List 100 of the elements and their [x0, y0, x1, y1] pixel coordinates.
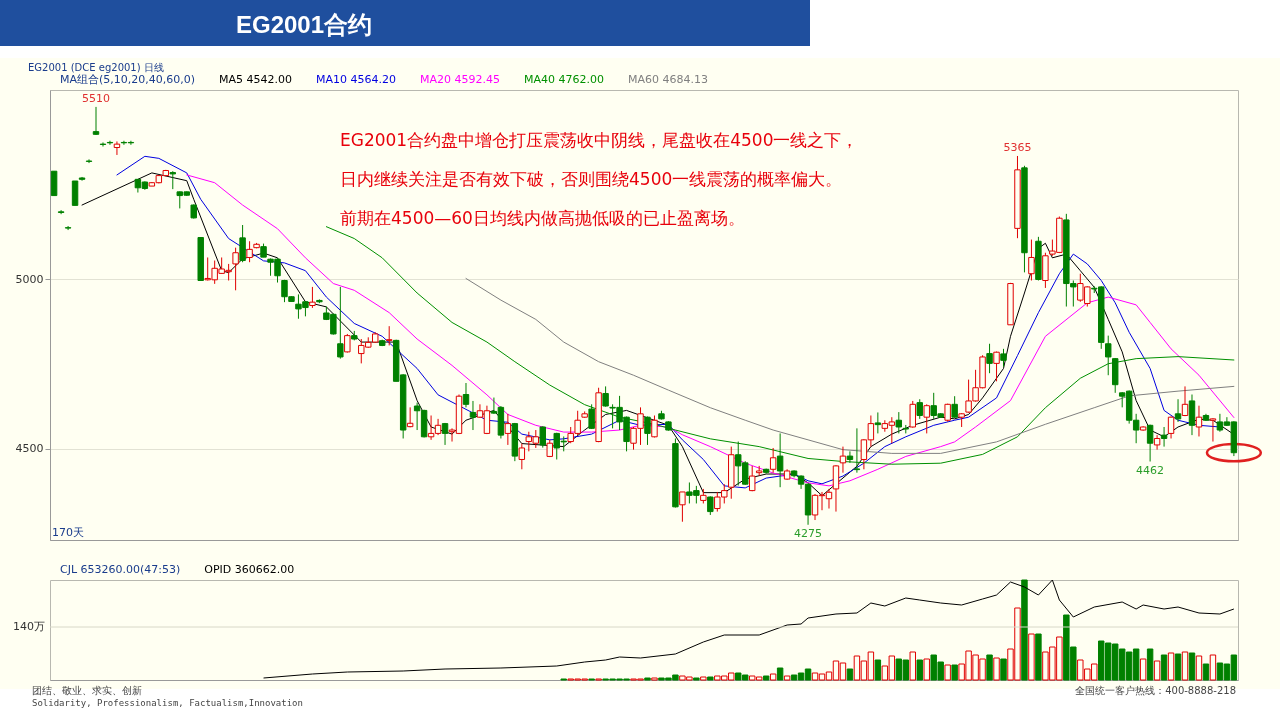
candlestick [1209, 417, 1217, 443]
candlestick [469, 400, 477, 431]
bar [874, 659, 882, 681]
annotation: 4462 [1136, 463, 1165, 477]
candlestick [923, 403, 930, 434]
candlestick [344, 333, 351, 354]
bar [595, 678, 602, 681]
candlestick [504, 413, 512, 446]
candlestick [1028, 239, 1035, 281]
bar [1028, 633, 1035, 681]
candlestick [1105, 335, 1112, 376]
bar [693, 677, 700, 681]
candlestick [748, 465, 756, 492]
annotation: 170天 [52, 526, 84, 539]
candlestick [518, 443, 526, 470]
bar [1202, 663, 1210, 681]
text: MA20 4592.45 [420, 73, 501, 86]
ref-line-label: 140万 [13, 620, 45, 633]
bar [1139, 658, 1147, 681]
candlestick [309, 286, 316, 309]
bar [776, 667, 784, 681]
bar [1153, 660, 1161, 681]
candlestick [916, 398, 923, 420]
text: MA组合(5,10,20,40,60,0) [60, 73, 196, 86]
annotation: 前期在4500—60日均线内做高抛低吸的已止盈离场。 [340, 208, 745, 228]
bar [846, 668, 854, 681]
bar [944, 664, 951, 681]
annotation: 5365 [1003, 140, 1032, 154]
candlestick [1174, 398, 1182, 423]
bar [762, 675, 770, 681]
candlestick [993, 351, 1000, 382]
candlestick [232, 247, 239, 291]
chart-subtitle: EG2001 (DCE eg2001) 日线 [28, 61, 164, 74]
candlestick [776, 432, 784, 488]
text: CJL 653260.00(47:53) [60, 563, 181, 576]
text: MA60 4684.13 [628, 73, 709, 86]
candlestick [644, 416, 651, 446]
bar [707, 676, 714, 681]
candlestick [64, 225, 72, 231]
candlestick [588, 403, 595, 430]
candlestick [895, 411, 903, 434]
annotation: EG2001合约盘中增仓打压震荡收中阴线，尾盘收在4500一线之下， [340, 130, 859, 150]
text: MA10 4564.20 [316, 73, 397, 86]
candlestick [57, 209, 65, 215]
bar [923, 658, 930, 681]
candlestick [239, 224, 246, 263]
bar [1167, 652, 1175, 681]
candlestick [1160, 426, 1168, 448]
candlestick [92, 106, 100, 136]
candlestick [385, 325, 393, 346]
candlestick [602, 385, 609, 408]
line-series [325, 226, 1235, 465]
y-tick-label: 4500 [15, 442, 44, 456]
bar [1021, 579, 1028, 681]
candlestick [909, 400, 916, 429]
candlestick [874, 411, 882, 434]
bar [1000, 658, 1007, 681]
candlestick [951, 395, 958, 419]
candlestick [1146, 424, 1154, 462]
bar [769, 673, 777, 681]
bar [1160, 654, 1168, 681]
candlestick [1153, 434, 1161, 451]
text: Solidarity, Professionalism, Factualism,Innovation [32, 698, 303, 708]
bar [993, 657, 1000, 681]
bar [1195, 655, 1203, 681]
bar [909, 651, 916, 681]
candlestick [99, 141, 107, 147]
line-series [465, 277, 1235, 454]
candlestick [539, 425, 546, 449]
candlestick [113, 140, 121, 156]
candlestick [986, 343, 993, 374]
annotation: 日内继续关注是否有效下破，否则围绕4500一线震荡的概率偏大。 [340, 169, 843, 189]
text: 全国统一客户热线：400-8888-218 [1075, 684, 1236, 698]
bar [1209, 654, 1217, 681]
bar [1174, 653, 1182, 681]
candlestick [679, 491, 686, 523]
candlestick [1195, 405, 1203, 437]
bar [651, 677, 658, 681]
candlestick [832, 464, 840, 513]
candlestick [85, 158, 93, 164]
candlestick [462, 382, 470, 408]
bar [1146, 648, 1154, 681]
candlestick [853, 427, 861, 474]
bar [1188, 652, 1196, 681]
candlestick [337, 286, 344, 360]
candlestick [846, 450, 854, 464]
candlestick [839, 446, 847, 474]
candlestick [769, 447, 777, 474]
candlestick [246, 240, 253, 263]
text: OPID 360662.00 [204, 563, 295, 576]
candlestick [707, 495, 714, 516]
candlestick [1181, 385, 1189, 417]
annotation: 5510 [82, 91, 110, 105]
text: MA5 4542.00 [219, 73, 293, 86]
bar [700, 676, 707, 681]
bar [783, 675, 791, 681]
y-tick-label: 5000 [15, 272, 44, 286]
annotation: 4275 [794, 526, 823, 540]
bar [951, 664, 958, 681]
bar [986, 654, 993, 681]
